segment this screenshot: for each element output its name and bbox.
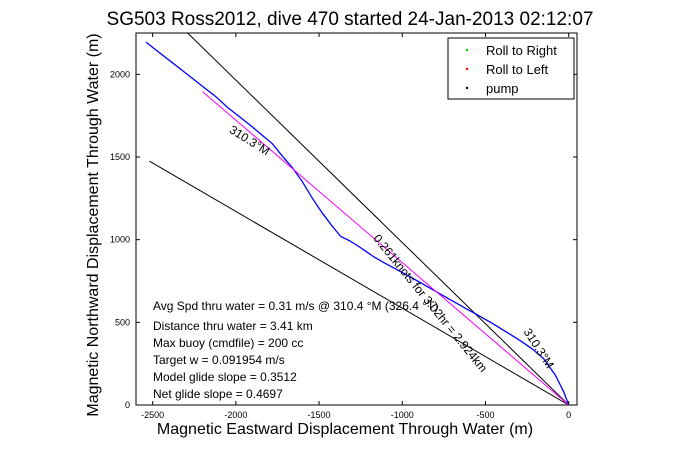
legend-marker [465, 86, 469, 90]
legend-marker [465, 48, 469, 52]
y-tick-label: 2000 [110, 69, 130, 79]
y-tick-label: 0 [125, 400, 130, 410]
x-tick-label: -1000 [391, 410, 414, 420]
x-tick-label: 0 [566, 410, 571, 420]
stat-distance: Distance thru water = 3.41 km [153, 319, 313, 333]
x-tick-label: -2500 [141, 410, 164, 420]
reference-line-1 [186, 33, 570, 405]
series-line-2 [202, 91, 570, 405]
x-tick-label: -1500 [308, 410, 331, 420]
legend-label: pump [486, 81, 519, 96]
stat-max-buoy: Max buoy (cmdfile) = 200 cc [153, 336, 303, 350]
x-axis-label: Magnetic Eastward Displacement Through W… [157, 421, 533, 438]
reference-lines [149, 33, 570, 405]
y-tick-label: 1500 [110, 152, 130, 162]
legend: Roll to Right Roll to Left pump [447, 37, 575, 100]
series-lines [145, 41, 570, 405]
stat-target-w: Target w = 0.091954 m/s [153, 353, 285, 367]
stats-box: Avg Spd thru water = 0.31 m/s @ 310.4 °M… [153, 299, 438, 401]
x-tick-label: -2000 [224, 410, 247, 420]
legend-label: Roll to Left [486, 62, 549, 77]
stat-net-glide: Net glide slope = 0.4697 [153, 387, 283, 401]
x-tick-label: -500 [476, 410, 494, 420]
y-tick-label: 500 [115, 317, 130, 327]
reference-line-2 [149, 160, 569, 405]
stat-model-glide: Model glide slope = 0.3512 [153, 370, 297, 384]
legend-box [447, 37, 575, 100]
axis-ticks: -2500 -2000 -1500 -1000 -500 0 0 500 1000 1500 200… [110, 33, 577, 420]
stat-avg-speed: Avg Spd thru water = 0.31 m/s @ 310.4 °M… [153, 299, 438, 313]
chart-title: SG503 Ross2012, dive 470 started 24-Jan-… [107, 9, 594, 30]
series-line-1 [145, 41, 570, 405]
y-tick-label: 1000 [110, 235, 130, 245]
y-axis-label: Magnetic Northward Displacement Through … [85, 33, 102, 416]
legend-label: Roll to Right [486, 43, 557, 58]
legend-marker [465, 67, 469, 71]
